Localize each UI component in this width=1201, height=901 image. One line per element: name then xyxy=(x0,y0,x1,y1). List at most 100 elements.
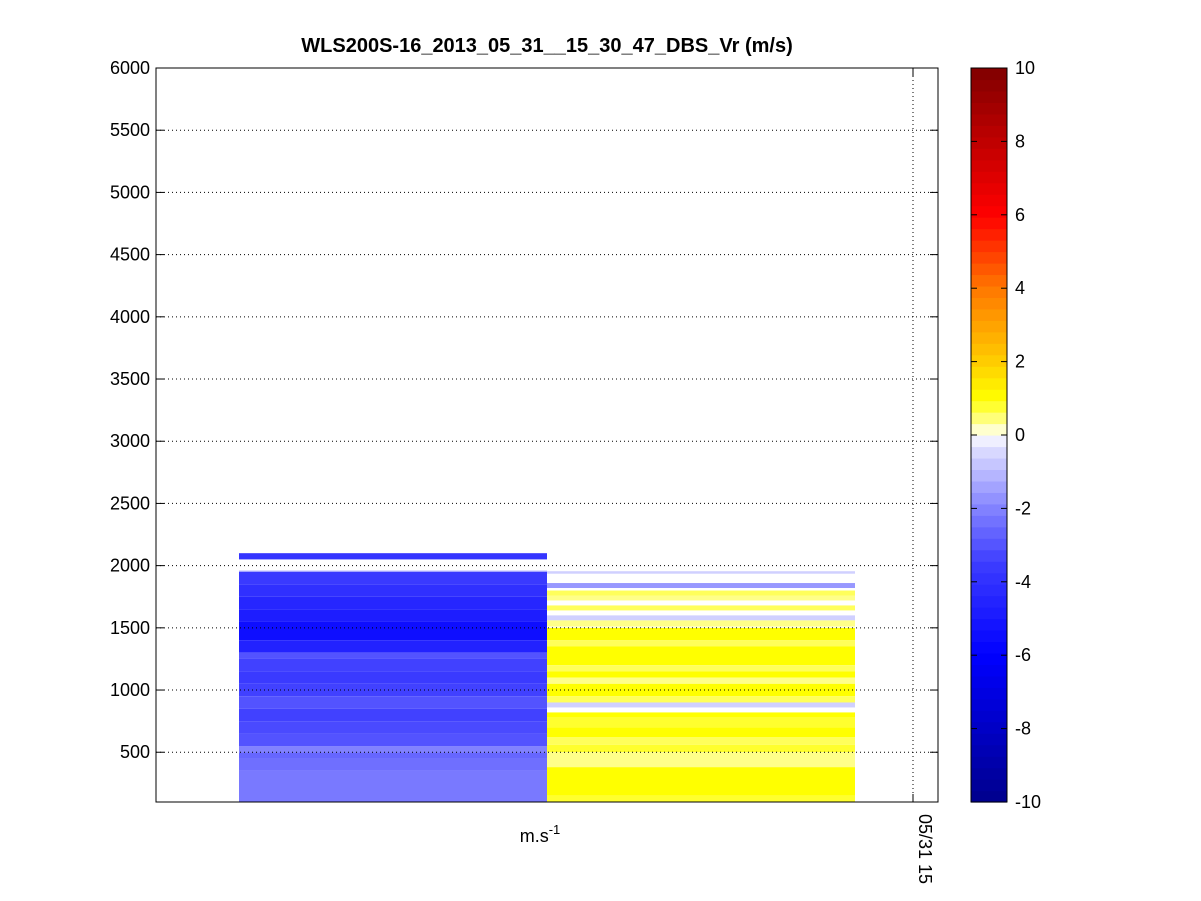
colorbar-band xyxy=(971,274,1007,287)
colorbar-band xyxy=(971,538,1007,551)
heatmap-cell xyxy=(547,696,855,703)
heatmap-cell xyxy=(239,733,547,747)
chart-title: WLS200S-16_2013_05_31__15_30_47_DBS_Vr (… xyxy=(301,35,792,57)
colorbar-band xyxy=(971,469,1007,482)
heatmap-cell xyxy=(547,702,855,708)
colorbar-band xyxy=(971,389,1007,402)
colorbar-tick-label: 0 xyxy=(1015,425,1025,445)
colorbar-tick-label: 8 xyxy=(1015,131,1025,151)
colorbar-band xyxy=(971,641,1007,654)
y-tick-label: 3500 xyxy=(110,369,150,389)
colorbar-band xyxy=(971,687,1007,700)
heatmap-cell xyxy=(239,770,547,802)
y-tick-label: 500 xyxy=(120,742,150,762)
colorbar-tick-label: -8 xyxy=(1015,719,1031,739)
colorbar-band xyxy=(971,572,1007,585)
colorbar-tick-label: -6 xyxy=(1015,645,1031,665)
colorbar-band xyxy=(971,297,1007,310)
heatmap-cell xyxy=(239,752,547,759)
colorbar-band xyxy=(971,733,1007,746)
heatmap-cell xyxy=(547,646,855,666)
heatmap-cell xyxy=(547,727,855,738)
y-tick-label: 2000 xyxy=(110,556,150,576)
colorbar-band xyxy=(971,205,1007,218)
colorbar-band xyxy=(971,102,1007,115)
heatmap-cell xyxy=(239,658,547,672)
heatmap-cell xyxy=(547,717,855,728)
heatmap-cell xyxy=(547,752,855,768)
heatmap-cell xyxy=(547,627,855,641)
colorbar-tick-label: -10 xyxy=(1015,792,1041,812)
heatmap-cell xyxy=(547,712,855,718)
colorbar-band xyxy=(971,710,1007,723)
heatmap-cell xyxy=(547,615,855,621)
heatmap-cell xyxy=(547,605,855,611)
heatmap-cell xyxy=(547,737,855,745)
heatmap-cell xyxy=(547,640,855,647)
heatmap-cell xyxy=(547,665,855,672)
heatmap-cell xyxy=(239,596,547,610)
colorbar-band xyxy=(971,492,1007,505)
colorbar-band xyxy=(971,435,1007,448)
colorbar-band xyxy=(971,744,1007,757)
x-axis-label-superscript: -1 xyxy=(549,822,561,837)
colorbar-band xyxy=(971,779,1007,792)
y-tick-label: 6000 xyxy=(110,58,150,78)
colorbar-band xyxy=(971,331,1007,344)
heatmap-cell xyxy=(547,590,855,596)
colorbar-band xyxy=(971,113,1007,126)
x-axis-label-text: m.s xyxy=(520,826,549,846)
y-tick-label: 3000 xyxy=(110,431,150,451)
colorbar-band xyxy=(971,515,1007,528)
colorbar-band xyxy=(971,285,1007,298)
colorbar-band xyxy=(971,561,1007,574)
colorbar-band xyxy=(971,618,1007,631)
colorbar-band xyxy=(971,240,1007,253)
heatmap-cell xyxy=(239,584,547,597)
colorbar-band xyxy=(971,595,1007,608)
colorbar-band xyxy=(971,251,1007,264)
colorbar-tick-label: 4 xyxy=(1015,278,1025,298)
colorbar-tick-label: -4 xyxy=(1015,572,1031,592)
colorbar xyxy=(971,68,1007,803)
colorbar-tick-label: 2 xyxy=(1015,352,1025,372)
colorbar-band xyxy=(971,652,1007,665)
x-tick-label: 05/31 15 xyxy=(915,814,935,884)
heatmap-cell xyxy=(239,696,547,709)
heatmap-cell xyxy=(547,767,855,796)
heatmap-cell xyxy=(239,571,547,585)
colorbar-band xyxy=(971,664,1007,677)
heatmap-cell xyxy=(547,595,855,601)
colorbar-band xyxy=(971,503,1007,516)
colorbar-band xyxy=(971,412,1007,425)
colorbar-band xyxy=(971,480,1007,493)
colorbar-band xyxy=(971,228,1007,241)
colorbar-band xyxy=(971,354,1007,367)
colorbar-band xyxy=(971,526,1007,539)
colorbar-band xyxy=(971,446,1007,459)
colorbar-tick-label: 10 xyxy=(1015,58,1035,78)
colorbar-band xyxy=(971,68,1007,81)
heatmap-cell xyxy=(547,620,855,627)
y-axis: 500 1000 1500 2000 2500 3000 3500 4000 4500 5000 5… xyxy=(110,58,938,762)
colorbar-band xyxy=(971,756,1007,769)
heatmap-cell xyxy=(547,795,855,802)
y-tick-label: 5500 xyxy=(110,120,150,140)
colorbar-band xyxy=(971,549,1007,562)
colorbar-ticks: -10 -8 -6 -4 -2 0 2 4 6 8 10 xyxy=(971,58,1041,812)
colorbar-band xyxy=(971,90,1007,104)
colorbar-band xyxy=(971,194,1007,207)
y-tick-label: 5000 xyxy=(110,182,150,202)
heatmap-cells xyxy=(239,553,855,802)
y-tick-label: 4000 xyxy=(110,307,150,327)
heatmap-cell xyxy=(239,721,547,734)
colorbar-band xyxy=(971,262,1007,276)
colorbar-band xyxy=(971,607,1007,620)
heatmap-cell xyxy=(239,609,547,622)
heatmap-cell xyxy=(547,677,855,684)
colorbar-band xyxy=(971,320,1007,333)
x-axis-label: m.s-1 xyxy=(520,822,561,846)
colorbar-band xyxy=(971,423,1007,436)
y-tick-label: 2500 xyxy=(110,493,150,513)
plot-frame xyxy=(155,67,939,803)
